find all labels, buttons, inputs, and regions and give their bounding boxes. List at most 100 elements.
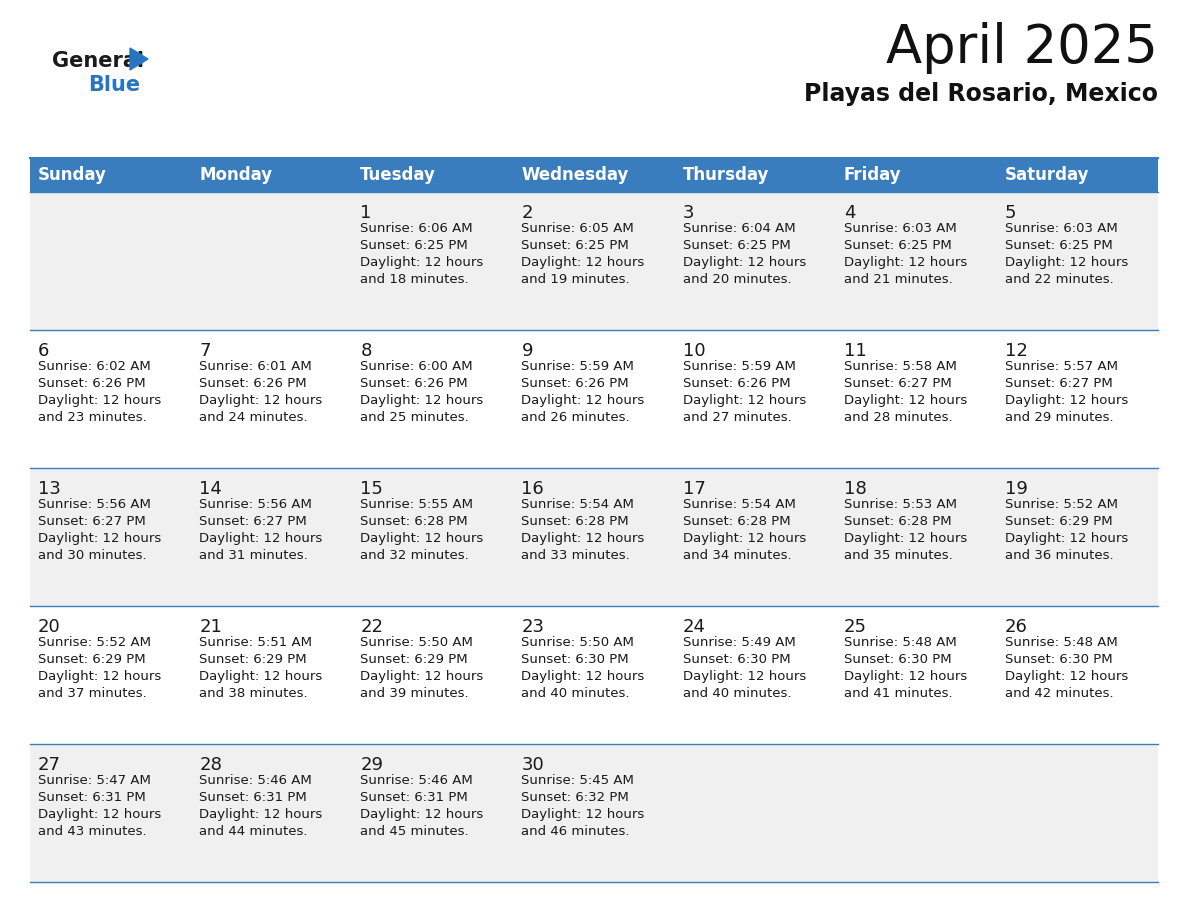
- Bar: [513, 192, 675, 330]
- Bar: [997, 744, 1158, 882]
- Text: Sunrise: 5:54 AM: Sunrise: 5:54 AM: [683, 498, 796, 511]
- Text: Daylight: 12 hours: Daylight: 12 hours: [200, 670, 322, 683]
- Bar: [191, 606, 353, 744]
- Text: and 26 minutes.: and 26 minutes.: [522, 411, 630, 424]
- Text: Sunrise: 5:51 AM: Sunrise: 5:51 AM: [200, 636, 312, 649]
- Text: 30: 30: [522, 756, 544, 774]
- Text: Sunrise: 6:04 AM: Sunrise: 6:04 AM: [683, 222, 795, 235]
- Text: 24: 24: [683, 618, 706, 636]
- Text: Blue: Blue: [88, 75, 140, 95]
- Text: Sunrise: 5:48 AM: Sunrise: 5:48 AM: [843, 636, 956, 649]
- Polygon shape: [129, 48, 148, 70]
- Bar: [835, 468, 997, 606]
- Text: Daylight: 12 hours: Daylight: 12 hours: [1005, 394, 1129, 407]
- Text: Daylight: 12 hours: Daylight: 12 hours: [38, 670, 162, 683]
- Bar: [675, 192, 835, 330]
- Text: 20: 20: [38, 618, 61, 636]
- Text: Sunrise: 6:00 AM: Sunrise: 6:00 AM: [360, 360, 473, 373]
- Text: Sunset: 6:27 PM: Sunset: 6:27 PM: [200, 515, 307, 528]
- Text: 9: 9: [522, 342, 533, 360]
- Text: 17: 17: [683, 480, 706, 498]
- Text: and 44 minutes.: and 44 minutes.: [200, 825, 308, 838]
- Text: and 24 minutes.: and 24 minutes.: [200, 411, 308, 424]
- Text: Wednesday: Wednesday: [522, 166, 628, 184]
- Bar: [30, 468, 191, 606]
- Text: Sunset: 6:28 PM: Sunset: 6:28 PM: [360, 515, 468, 528]
- Text: 21: 21: [200, 618, 222, 636]
- Text: and 40 minutes.: and 40 minutes.: [683, 687, 791, 700]
- Text: Sunrise: 6:03 AM: Sunrise: 6:03 AM: [1005, 222, 1118, 235]
- Text: and 38 minutes.: and 38 minutes.: [200, 687, 308, 700]
- Bar: [30, 744, 191, 882]
- Text: Daylight: 12 hours: Daylight: 12 hours: [522, 808, 645, 821]
- Bar: [353, 468, 513, 606]
- Text: Daylight: 12 hours: Daylight: 12 hours: [360, 394, 484, 407]
- Text: Tuesday: Tuesday: [360, 166, 436, 184]
- Text: and 18 minutes.: and 18 minutes.: [360, 273, 469, 286]
- Text: Sunrise: 5:48 AM: Sunrise: 5:48 AM: [1005, 636, 1118, 649]
- Text: Sunrise: 5:46 AM: Sunrise: 5:46 AM: [360, 774, 473, 787]
- Text: 25: 25: [843, 618, 867, 636]
- Text: Sunrise: 5:45 AM: Sunrise: 5:45 AM: [522, 774, 634, 787]
- Bar: [997, 606, 1158, 744]
- Text: Sunrise: 5:53 AM: Sunrise: 5:53 AM: [843, 498, 956, 511]
- Text: Saturday: Saturday: [1005, 166, 1089, 184]
- Bar: [675, 468, 835, 606]
- Text: Sunrise: 5:50 AM: Sunrise: 5:50 AM: [522, 636, 634, 649]
- Text: and 43 minutes.: and 43 minutes.: [38, 825, 146, 838]
- Text: April 2025: April 2025: [886, 22, 1158, 74]
- Bar: [30, 606, 191, 744]
- Text: and 30 minutes.: and 30 minutes.: [38, 549, 146, 562]
- Bar: [30, 192, 191, 330]
- Bar: [997, 330, 1158, 468]
- Bar: [191, 158, 353, 192]
- Bar: [835, 330, 997, 468]
- Text: Sunset: 6:28 PM: Sunset: 6:28 PM: [522, 515, 630, 528]
- Text: Daylight: 12 hours: Daylight: 12 hours: [360, 670, 484, 683]
- Text: Daylight: 12 hours: Daylight: 12 hours: [200, 394, 322, 407]
- Text: Sunrise: 5:56 AM: Sunrise: 5:56 AM: [38, 498, 151, 511]
- Text: Sunset: 6:26 PM: Sunset: 6:26 PM: [683, 377, 790, 390]
- Text: Sunset: 6:30 PM: Sunset: 6:30 PM: [683, 653, 790, 666]
- Bar: [997, 158, 1158, 192]
- Text: and 39 minutes.: and 39 minutes.: [360, 687, 469, 700]
- Text: 23: 23: [522, 618, 544, 636]
- Bar: [997, 468, 1158, 606]
- Text: Sunset: 6:32 PM: Sunset: 6:32 PM: [522, 791, 630, 804]
- Text: Daylight: 12 hours: Daylight: 12 hours: [360, 532, 484, 545]
- Text: and 35 minutes.: and 35 minutes.: [843, 549, 953, 562]
- Text: 2: 2: [522, 204, 533, 222]
- Text: and 25 minutes.: and 25 minutes.: [360, 411, 469, 424]
- Text: Sunrise: 5:52 AM: Sunrise: 5:52 AM: [1005, 498, 1118, 511]
- Text: Sunrise: 6:05 AM: Sunrise: 6:05 AM: [522, 222, 634, 235]
- Text: Sunset: 6:25 PM: Sunset: 6:25 PM: [522, 239, 630, 252]
- Text: Daylight: 12 hours: Daylight: 12 hours: [683, 394, 805, 407]
- Text: Daylight: 12 hours: Daylight: 12 hours: [522, 532, 645, 545]
- Text: Sunset: 6:26 PM: Sunset: 6:26 PM: [200, 377, 307, 390]
- Text: 28: 28: [200, 756, 222, 774]
- Text: Sunrise: 5:59 AM: Sunrise: 5:59 AM: [683, 360, 796, 373]
- Text: Daylight: 12 hours: Daylight: 12 hours: [843, 670, 967, 683]
- Bar: [997, 192, 1158, 330]
- Text: Sunset: 6:30 PM: Sunset: 6:30 PM: [522, 653, 630, 666]
- Text: Daylight: 12 hours: Daylight: 12 hours: [38, 808, 162, 821]
- Text: Sunset: 6:29 PM: Sunset: 6:29 PM: [200, 653, 307, 666]
- Text: 12: 12: [1005, 342, 1028, 360]
- Text: 14: 14: [200, 480, 222, 498]
- Text: Daylight: 12 hours: Daylight: 12 hours: [843, 532, 967, 545]
- Text: Thursday: Thursday: [683, 166, 769, 184]
- Bar: [835, 606, 997, 744]
- Text: Sunset: 6:25 PM: Sunset: 6:25 PM: [360, 239, 468, 252]
- Text: Sunset: 6:31 PM: Sunset: 6:31 PM: [360, 791, 468, 804]
- Text: Daylight: 12 hours: Daylight: 12 hours: [38, 532, 162, 545]
- Text: and 29 minutes.: and 29 minutes.: [1005, 411, 1113, 424]
- Text: Sunset: 6:25 PM: Sunset: 6:25 PM: [843, 239, 952, 252]
- Text: Daylight: 12 hours: Daylight: 12 hours: [522, 256, 645, 269]
- Text: Sunrise: 6:01 AM: Sunrise: 6:01 AM: [200, 360, 312, 373]
- Text: and 32 minutes.: and 32 minutes.: [360, 549, 469, 562]
- Bar: [513, 158, 675, 192]
- Text: Sunrise: 5:46 AM: Sunrise: 5:46 AM: [200, 774, 312, 787]
- Text: Daylight: 12 hours: Daylight: 12 hours: [1005, 532, 1129, 545]
- Text: Sunset: 6:29 PM: Sunset: 6:29 PM: [38, 653, 146, 666]
- Text: 29: 29: [360, 756, 384, 774]
